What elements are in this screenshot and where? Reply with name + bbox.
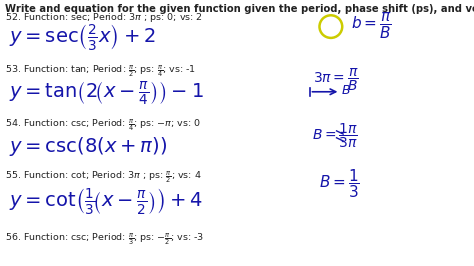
Text: 56. Function: csc; Period: $\frac{\pi}{3}$; ps: $-\frac{\pi}{2}$; vs: -3: 56. Function: csc; Period: $\frac{\pi}{3…	[5, 231, 204, 248]
Text: Write and equation for the given function given the period, phase shift (ps), an: Write and equation for the given functio…	[5, 4, 474, 14]
Text: 55. Function: cot; Period: 3$\pi$ ; ps: $\frac{\pi}{2}$; vs: 4: 55. Function: cot; Period: 3$\pi$ ; ps: …	[5, 170, 201, 186]
Text: $y = \cot\!\left(\frac{1}{3}\!\left(x-\frac{\pi}{2}\right)\right)+4$: $y = \cot\!\left(\frac{1}{3}\!\left(x-\f…	[9, 186, 203, 216]
Text: $y = \sec\!\left(\frac{2}{3}x\right)+2$: $y = \sec\!\left(\frac{2}{3}x\right)+2$	[9, 22, 156, 52]
Text: $y = \csc\!\left(8(x+\pi)\right)$: $y = \csc\!\left(8(x+\pi)\right)$	[9, 135, 167, 158]
Text: $B = \dfrac{1\pi}{3\pi}$: $B = \dfrac{1\pi}{3\pi}$	[312, 122, 358, 150]
Text: $B = \dfrac{1}{3}$: $B = \dfrac{1}{3}$	[319, 167, 359, 200]
Text: $b = \dfrac{\pi}{B}$: $b = \dfrac{\pi}{B}$	[351, 12, 392, 41]
Text: $B$: $B$	[341, 85, 351, 97]
Text: 54. Function: csc; Period: $\frac{\pi}{4}$; ps: $-\pi$; vs: 0: 54. Function: csc; Period: $\frac{\pi}{4…	[5, 117, 201, 134]
Text: $y = \tan\!\left(2\!\left(x-\frac{\pi}{4}\right)\right)-1$: $y = \tan\!\left(2\!\left(x-\frac{\pi}{4…	[9, 80, 204, 108]
Text: $3\pi = \dfrac{\pi}{B}$: $3\pi = \dfrac{\pi}{B}$	[313, 66, 359, 93]
Text: 52. Function: sec; Period: 3$\pi$ ; ps: 0; vs: 2: 52. Function: sec; Period: 3$\pi$ ; ps: …	[5, 11, 203, 24]
Text: 53. Function: tan; Period: $\frac{\pi}{2}$; ps: $\frac{\pi}{4}$; vs: -1: 53. Function: tan; Period: $\frac{\pi}{2…	[5, 64, 196, 80]
